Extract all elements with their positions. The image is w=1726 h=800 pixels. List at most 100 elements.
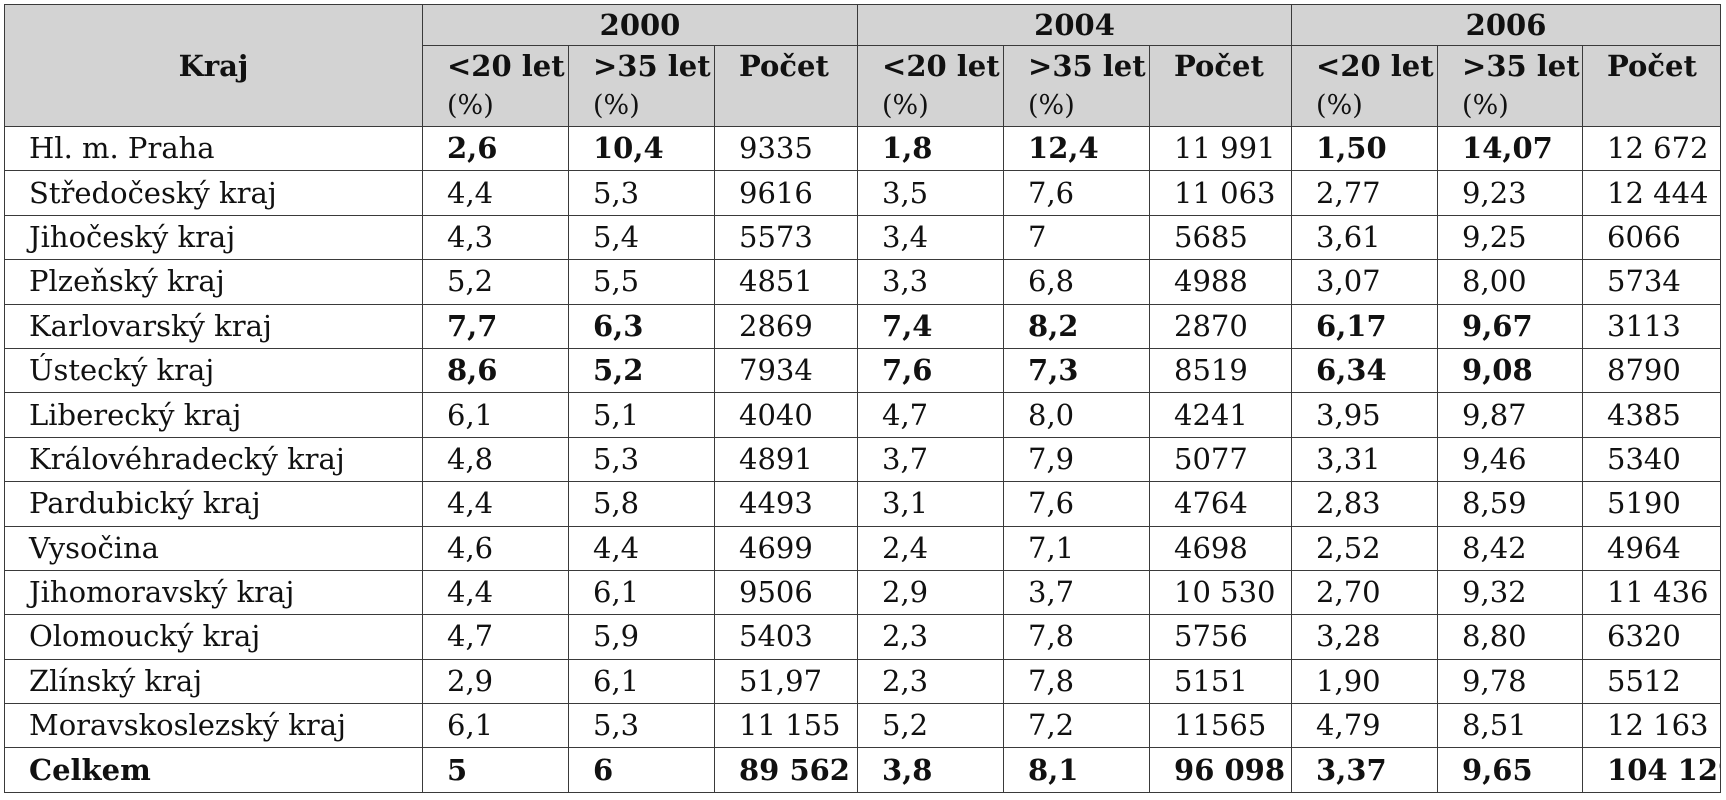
cell-count-2006: 8790 <box>1582 347 1722 394</box>
cell-under20-2004: 2,9 <box>857 569 1005 616</box>
cell-count-2000: 7934 <box>713 347 859 394</box>
cell-count-2006: 6320 <box>1582 614 1722 660</box>
cell-over35-2000: 5,3 <box>568 170 715 216</box>
cell-under20-2000: 4,7 <box>422 614 569 660</box>
cell-count-2006: 5512 <box>1582 658 1722 705</box>
table-row: Jihočeský kraj 4,3 5,4 5573 3,4 7 5685 3,61 9,25… <box>4 214 1722 261</box>
cell-over35-2000: 5,8 <box>568 481 715 527</box>
subheader-under20: <20 let (%) <box>1291 45 1439 127</box>
cell-under20-2006: 2,83 <box>1291 481 1439 527</box>
subheader-over35-label: >35 let <box>593 49 711 83</box>
cell-over35-2004: 12,4 <box>1003 125 1151 172</box>
year-header-2000: 2000 <box>421 4 859 46</box>
cell-count-2000: 5403 <box>713 614 859 660</box>
cell-under20-2004: 7,4 <box>857 303 1005 349</box>
cell-over35-2006: 9,32 <box>1437 569 1584 616</box>
cell-over35-2006: 9,08 <box>1437 347 1584 394</box>
cell-under20-2000: 4,4 <box>422 170 569 216</box>
region-cell: Vysočina <box>4 525 423 571</box>
cell-count-2004: 4764 <box>1149 481 1293 527</box>
cell-under20-2006: 1,90 <box>1291 658 1439 705</box>
region-cell: Zlínský kraj <box>4 658 423 705</box>
cell-under20-2006: 3,31 <box>1291 436 1439 483</box>
cell-under20-2006: 3,61 <box>1291 214 1439 261</box>
cell-under20-2000: 4,4 <box>422 481 569 527</box>
cell-count-2004: 5685 <box>1149 214 1293 261</box>
cell-over35-2004: 6,8 <box>1003 259 1151 305</box>
header-row-subcolumns: <20 let (%) >35 let (%) Počet <20 let (%) >… <box>5 45 1722 127</box>
cell-over35-2000: 5,2 <box>568 347 715 394</box>
cell-over35-2000: 5,3 <box>568 436 715 483</box>
cell-count-2000: 9335 <box>713 125 859 172</box>
cell-count-2006: 12 444 <box>1582 170 1722 216</box>
cell-over35-2004: 7,6 <box>1003 170 1151 216</box>
table-row: Královéhradecký kraj 4,8 5,3 4891 3,7 7,9 5077… <box>4 436 1722 483</box>
cell-count-2004: 4241 <box>1149 392 1293 438</box>
cell-under20-2000: 7,7 <box>422 303 569 349</box>
cell-over35-2006: 9,65 <box>1437 747 1584 793</box>
table-row: Vysočina 4,6 4,4 4699 2,4 7,1 4698 2,52 8,42 4964 <box>4 525 1722 571</box>
cell-over35-2004: 7,8 <box>1003 614 1151 660</box>
cell-under20-2006: 6,17 <box>1291 303 1439 349</box>
subheader-pct-unit: (%) <box>1028 90 1075 121</box>
cell-count-2006: 3113 <box>1582 303 1722 349</box>
cell-under20-2004: 3,7 <box>857 436 1005 483</box>
cell-over35-2004: 8,2 <box>1003 303 1151 349</box>
cell-over35-2000: 6,1 <box>568 569 715 616</box>
cell-count-2000: 2869 <box>713 303 859 349</box>
year-header-2006: 2006 <box>1291 4 1722 46</box>
region-cell: Liberecký kraj <box>4 392 423 438</box>
region-cell: Jihomoravský kraj <box>4 569 423 616</box>
region-cell: Hl. m. Praha <box>4 125 423 172</box>
region-cell: Olomoucký kraj <box>4 614 423 660</box>
cell-count-2000: 4891 <box>713 436 859 483</box>
cell-count-2006: 104 129 <box>1582 747 1722 793</box>
table-row: Ústecký kraj 8,6 5,2 7934 7,6 7,3 8519 6,34 9,08… <box>4 347 1722 394</box>
regional-births-table: Kraj 2000 2004 2006 <20 let (%) >35 let (%… <box>4 4 1722 793</box>
region-cell: Jihočeský kraj <box>4 214 423 261</box>
subheader-over35-label: >35 let <box>1462 49 1580 83</box>
cell-under20-2006: 2,70 <box>1291 569 1439 616</box>
cell-count-2004: 4988 <box>1149 259 1293 305</box>
cell-under20-2004: 5,2 <box>857 703 1005 749</box>
total-label-cell: Celkem <box>4 747 423 793</box>
cell-under20-2004: 3,3 <box>857 259 1005 305</box>
region-cell: Ústecký kraj <box>4 347 423 394</box>
cell-count-2000: 51,97 <box>713 658 859 705</box>
cell-over35-2004: 8,1 <box>1003 747 1151 793</box>
cell-over35-2004: 3,7 <box>1003 569 1151 616</box>
table-row: Plzeňský kraj 5,2 5,5 4851 3,3 6,8 4988 3,07 8,0… <box>4 259 1722 305</box>
cell-over35-2004: 8,0 <box>1003 392 1151 438</box>
cell-under20-2000: 5,2 <box>422 259 569 305</box>
table-header: Kraj 2000 2004 2006 <20 let (%) >35 let (%… <box>4 4 1722 127</box>
table-row: Hl. m. Praha 2,6 10,4 9335 1,8 12,4 11 991 1,50… <box>4 125 1722 172</box>
cell-over35-2006: 8,42 <box>1437 525 1584 571</box>
cell-over35-2004: 7,8 <box>1003 658 1151 705</box>
year-header-2004: 2004 <box>857 4 1293 46</box>
subheader-under20: <20 let (%) <box>422 45 569 127</box>
cell-count-2004: 4698 <box>1149 525 1293 571</box>
cell-under20-2006: 1,50 <box>1291 125 1439 172</box>
cell-under20-2004: 3,4 <box>857 214 1005 261</box>
cell-over35-2006: 9,23 <box>1437 170 1584 216</box>
cell-under20-2006: 3,07 <box>1291 259 1439 305</box>
subheader-over35: >35 let (%) <box>1437 45 1584 127</box>
cell-under20-2000: 2,9 <box>422 658 569 705</box>
cell-count-2000: 9616 <box>713 170 859 216</box>
cell-count-2004: 96 098 <box>1149 747 1293 793</box>
region-cell: Karlovarský kraj <box>4 303 423 349</box>
cell-under20-2000: 8,6 <box>422 347 569 394</box>
table-row: Karlovarský kraj 7,7 6,3 2869 7,4 8,2 2870 6,17… <box>4 303 1722 349</box>
region-cell: Středočeský kraj <box>4 170 423 216</box>
cell-count-2006: 12 163 <box>1582 703 1722 749</box>
cell-over35-2000: 5,3 <box>568 703 715 749</box>
cell-count-2006: 6066 <box>1582 214 1722 261</box>
cell-count-2006: 4385 <box>1582 392 1722 438</box>
table-row: Zlínský kraj 2,9 6,1 51,97 2,3 7,8 5151 1,90 9,7… <box>4 658 1722 705</box>
cell-over35-2000: 5,4 <box>568 214 715 261</box>
cell-count-2000: 4699 <box>713 525 859 571</box>
subheader-count: Počet <box>713 45 859 127</box>
cell-over35-2000: 5,1 <box>568 392 715 438</box>
subheader-pct-unit: (%) <box>593 90 640 121</box>
cell-over35-2000: 5,9 <box>568 614 715 660</box>
